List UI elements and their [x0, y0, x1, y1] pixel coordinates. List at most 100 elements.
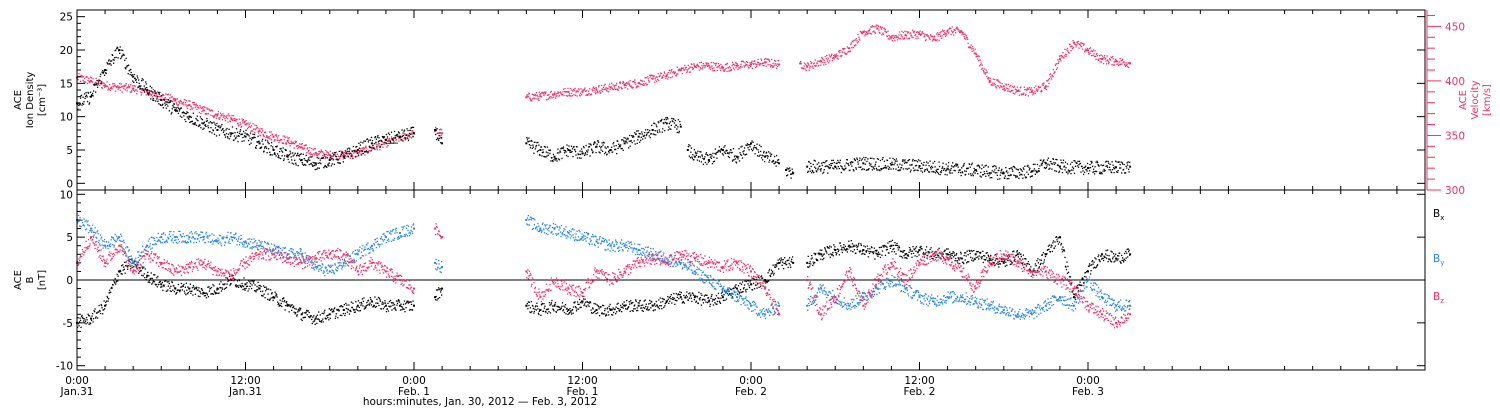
velocity-point: [902, 31, 905, 34]
velocity-point: [700, 61, 703, 64]
bfield-point: [262, 285, 265, 287]
velocity-point: [206, 107, 208, 109]
velocity-point: [264, 131, 267, 133]
density-point: [194, 122, 197, 124]
bfield-point: [750, 283, 753, 286]
velocity-point: [691, 66, 694, 69]
bfield-point: [161, 281, 163, 284]
bfield-point: [691, 300, 693, 303]
bfield-point: [676, 300, 678, 302]
density-point: [188, 115, 191, 118]
density-point: [572, 155, 574, 158]
velocity-point: [412, 131, 415, 133]
bfield-point: [160, 283, 163, 286]
velocity-series-0: [76, 24, 1132, 161]
density-point: [371, 139, 374, 142]
bfield-point: [206, 292, 208, 295]
bfield-point: [537, 312, 540, 314]
density-point: [790, 177, 792, 179]
velocity-point: [820, 60, 823, 63]
density-point: [88, 103, 90, 105]
density-point: [693, 149, 696, 151]
bfield-point: [655, 300, 657, 303]
density-point: [334, 152, 336, 154]
velocity-point: [854, 45, 856, 47]
velocity-point: [193, 101, 196, 104]
velocity-point: [102, 82, 104, 84]
bfield-point: [347, 309, 350, 311]
velocity-point: [1129, 62, 1132, 65]
density-point: [193, 123, 195, 125]
bfield-point: [221, 288, 224, 290]
velocity-point: [643, 80, 645, 82]
velocity-point: [89, 76, 92, 78]
velocity-point: [808, 64, 810, 66]
velocity-point: [387, 144, 389, 147]
density-point: [1091, 165, 1094, 168]
bfield-point: [581, 302, 583, 304]
velocity-point: [903, 38, 905, 40]
velocity-point: [656, 80, 658, 83]
bfield-point: [767, 280, 770, 282]
bfield-point: [105, 304, 107, 306]
velocity-point: [80, 74, 82, 76]
velocity-point: [156, 94, 158, 96]
bfield-point: [686, 291, 688, 293]
velocity-point: [603, 84, 605, 87]
density-point: [194, 123, 196, 126]
velocity-point: [567, 87, 569, 89]
density-point: [204, 124, 207, 126]
bfield-point: [385, 310, 388, 313]
bfield-point: [338, 309, 340, 312]
velocity-point: [644, 84, 646, 86]
density-point: [1009, 174, 1011, 177]
density-point: [186, 111, 188, 113]
bfield-point: [791, 258, 793, 261]
density-point: [1096, 160, 1098, 162]
bfield-point: [644, 307, 646, 310]
density-point: [960, 172, 962, 174]
density-point: [1036, 163, 1039, 166]
velocity-point: [565, 91, 567, 93]
bfield-point: [620, 306, 622, 309]
velocity-point: [896, 39, 899, 41]
density-point: [679, 125, 682, 128]
density-point: [1052, 158, 1054, 160]
velocity-point: [734, 62, 737, 64]
density-point: [304, 163, 306, 166]
density-point: [1044, 167, 1047, 169]
density-point: [370, 136, 373, 139]
velocity-point: [692, 68, 695, 70]
velocity-point: [154, 91, 156, 93]
density-point: [410, 126, 413, 129]
velocity-point: [526, 94, 528, 96]
velocity-point: [627, 83, 629, 85]
velocity-point: [285, 142, 287, 144]
density-point: [979, 175, 981, 177]
density-point: [276, 145, 278, 147]
density-point: [812, 163, 814, 166]
velocity-point: [377, 144, 379, 146]
bfield-point: [349, 309, 352, 312]
bfield-point: [704, 299, 706, 301]
density-point: [627, 137, 629, 139]
velocity-point: [867, 30, 870, 32]
bfield-point: [661, 297, 663, 300]
density-point: [283, 158, 285, 160]
density-point: [661, 131, 663, 133]
velocity-point: [602, 86, 605, 89]
velocity-point: [256, 127, 259, 129]
density-point: [1064, 161, 1067, 163]
density-point: [367, 151, 369, 153]
density-point: [109, 62, 111, 65]
velocity-point: [809, 67, 811, 69]
density-point: [854, 159, 856, 161]
bfield-point: [632, 301, 634, 304]
density-point: [591, 152, 594, 154]
density-point: [1078, 160, 1081, 162]
density-point: [220, 129, 223, 132]
velocity-point: [577, 91, 579, 93]
velocity-point: [98, 84, 101, 86]
density-point: [390, 131, 393, 133]
density-point: [1036, 171, 1038, 174]
